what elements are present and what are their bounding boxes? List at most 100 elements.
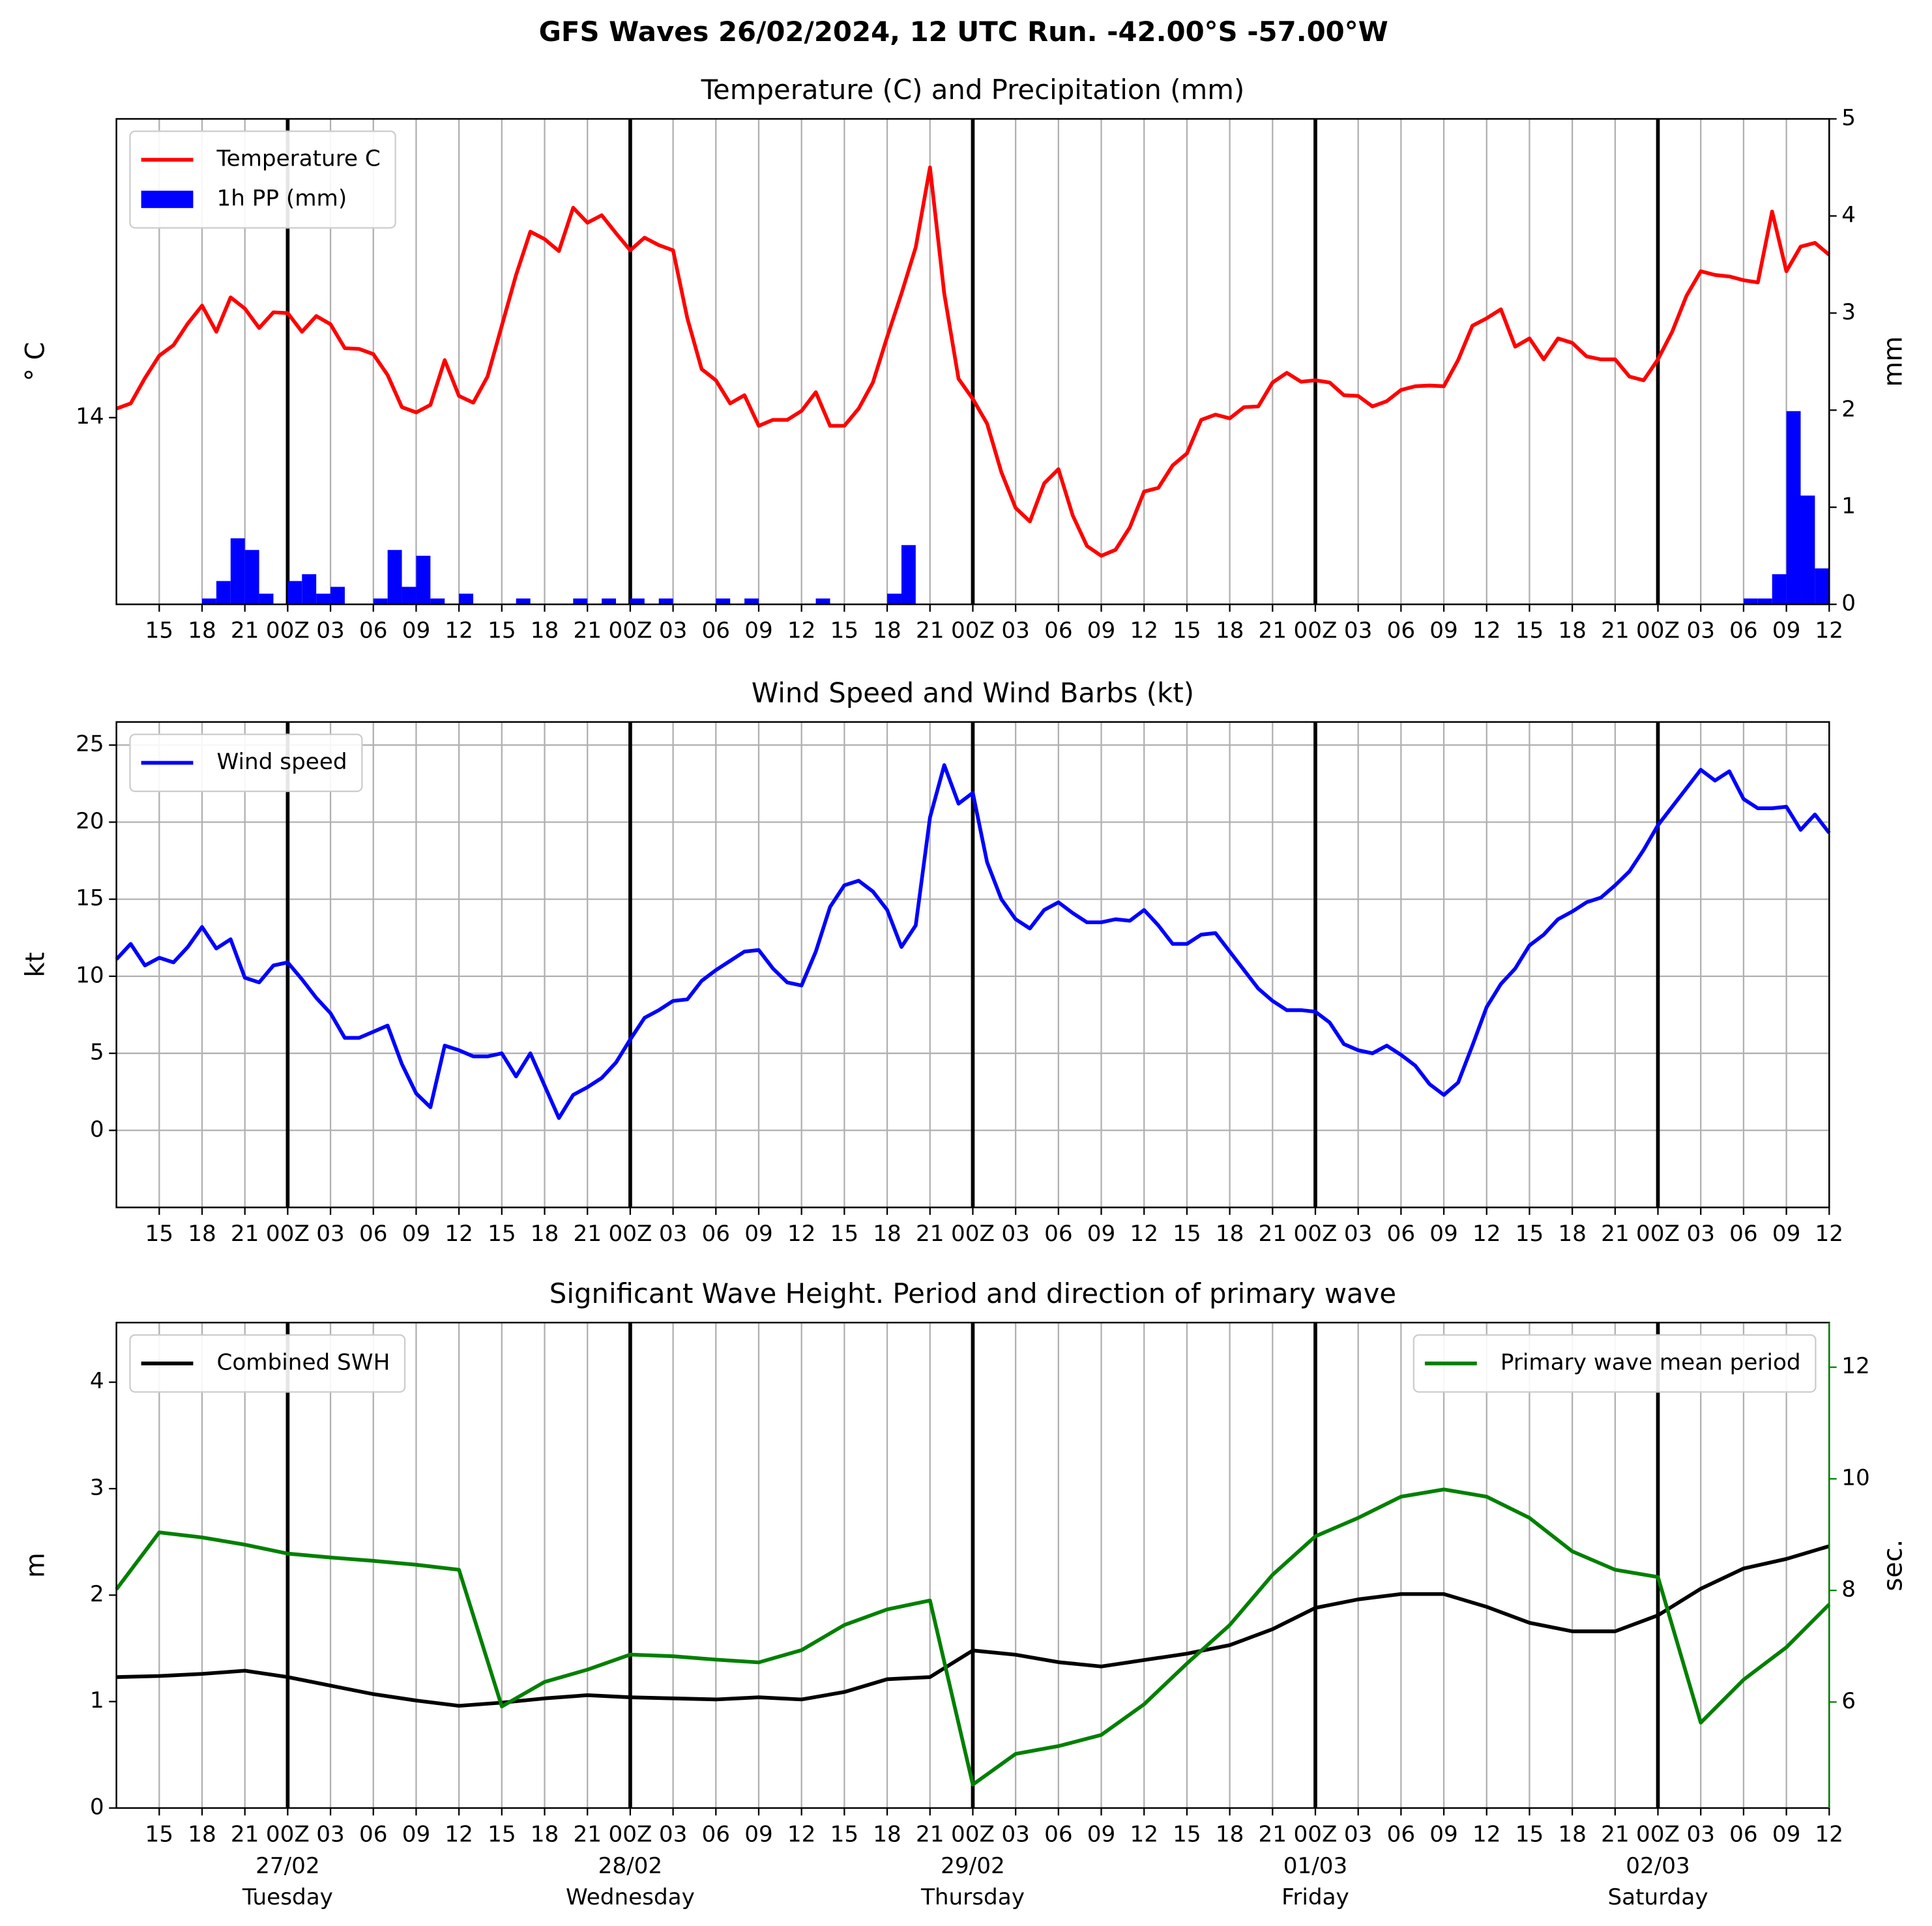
x-tick-label: 18 [873,1821,901,1847]
y-tick-label: 0 [90,1116,104,1143]
precip-bar [201,598,216,605]
precip-bar [430,598,445,605]
x-tick-label: 09 [1429,618,1458,644]
precip-bar [602,598,617,605]
figure-title: GFS Waves 26/02/2024, 12 UTC Run. -42.00… [539,16,1388,48]
legend-box [129,1334,406,1393]
legend-box [129,733,363,793]
precip-bar [1786,411,1801,605]
x-tick-label: 21 [573,1821,602,1847]
x-tick-label: 12 [1815,1221,1844,1247]
y-tick-label: 0 [90,1794,104,1820]
y2-tick-label: 1 [1841,493,1856,519]
x-tick-label: 00Z [951,1221,995,1247]
x-tick-label: 03 [1686,1821,1715,1847]
y-tick-label: 4 [90,1368,104,1394]
x-tick-label: 15 [488,1221,516,1247]
precip-bar [230,538,245,605]
x-tick-label: Tuesday [242,1884,333,1910]
y2-axis-label: sec. [1878,1539,1908,1592]
chart-title: Temperature (C) and Precipitation (mm) [701,74,1245,106]
precip-bar [1815,568,1830,605]
x-tick-label: 12 [445,1821,473,1847]
x-tick-label: 18 [1216,1821,1244,1847]
y-tick-label: 25 [76,731,104,757]
x-tick-label: 03 [659,1221,688,1247]
x-tick-label: 01/03 [1283,1853,1348,1879]
x-tick-label: 09 [402,1221,431,1247]
x-tick-label: 18 [531,1821,559,1847]
y2-tick-label: 4 [1841,202,1856,228]
x-tick-label: 00Z [1294,1821,1338,1847]
precip-bar [744,598,759,605]
x-tick-label: 09 [744,1821,773,1847]
x-tick-label: 18 [188,1821,216,1847]
precip-bar [901,545,916,605]
x-tick-label: 21 [916,1821,944,1847]
y-tick-label: 1 [90,1687,104,1714]
x-tick-label: 21 [1259,618,1287,644]
x-tick-label: 00Z [266,618,310,644]
x-tick-label: 06 [702,1221,731,1247]
x-tick-label: 18 [1216,618,1244,644]
x-tick-label: 09 [1429,1221,1458,1247]
x-tick-label: 15 [830,1821,859,1847]
x-tick-label: 06 [1387,1821,1416,1847]
x-tick-label: Thursday [920,1884,1025,1910]
legend-swatch [141,190,194,209]
x-tick-label: 00Z [608,1221,652,1247]
series-line [115,1487,1831,1787]
x-tick-label: 27/02 [256,1853,320,1879]
x-tick-label: 03 [1686,1221,1715,1247]
y-tick-label: 2 [90,1581,104,1607]
legend-label: 1h PP (mm) [217,185,347,211]
y-axis-label: ° C [21,342,51,381]
y2-tick-label: 10 [1841,1465,1870,1491]
x-tick-label: 06 [1044,1221,1073,1247]
precip-bar [1772,574,1787,605]
precip-bar [244,549,259,605]
x-tick-label: 09 [1772,1821,1801,1847]
x-tick-label: 06 [1729,618,1758,644]
x-tick-label: 12 [1815,1821,1844,1847]
y-tick-label: 14 [76,403,104,430]
series-line [116,1544,1830,1708]
x-tick-label: 21 [573,618,602,644]
x-tick-label: 15 [1173,1221,1201,1247]
x-tick-label: 18 [873,618,901,644]
legend-box [1412,1334,1817,1393]
x-tick-label: 09 [1087,1821,1116,1847]
x-tick-label: 06 [1044,618,1073,644]
x-tick-label: 15 [830,1221,859,1247]
y-tick-label: 10 [76,962,104,988]
x-tick-label: 06 [1387,1221,1416,1247]
x-tick-label: 03 [316,1821,345,1847]
x-tick-label: 06 [1387,618,1416,644]
x-tick-label: 12 [1815,618,1844,644]
precip-bar [1800,495,1815,605]
x-tick-label: 03 [1344,618,1373,644]
x-tick-label: 09 [1087,1221,1116,1247]
x-tick-label: 15 [1515,618,1544,644]
x-tick-label: Friday [1281,1884,1349,1910]
x-tick-label: 21 [573,1221,602,1247]
x-tick-label: 09 [1772,1221,1801,1247]
legend-label: Temperature C [216,146,381,172]
legend-label: Primary wave mean period [1500,1349,1801,1375]
y2-tick-label: 2 [1841,396,1856,422]
x-tick-label: 21 [231,1221,259,1247]
x-tick-label: 06 [1729,1221,1758,1247]
precip-bar [815,598,830,605]
x-tick-label: 03 [1686,618,1715,644]
x-tick-label: 03 [1344,1821,1373,1847]
precip-bar [402,587,417,605]
y-tick-label: 15 [76,885,104,911]
x-tick-label: 18 [531,1221,559,1247]
x-tick-label: 28/02 [598,1853,663,1879]
x-tick-label: 00Z [266,1821,310,1847]
chart-title: Significant Wave Height. Period and dire… [549,1277,1396,1309]
precip-bar [1757,598,1772,605]
x-tick-label: 18 [873,1221,901,1247]
x-tick-label: 12 [787,1221,816,1247]
